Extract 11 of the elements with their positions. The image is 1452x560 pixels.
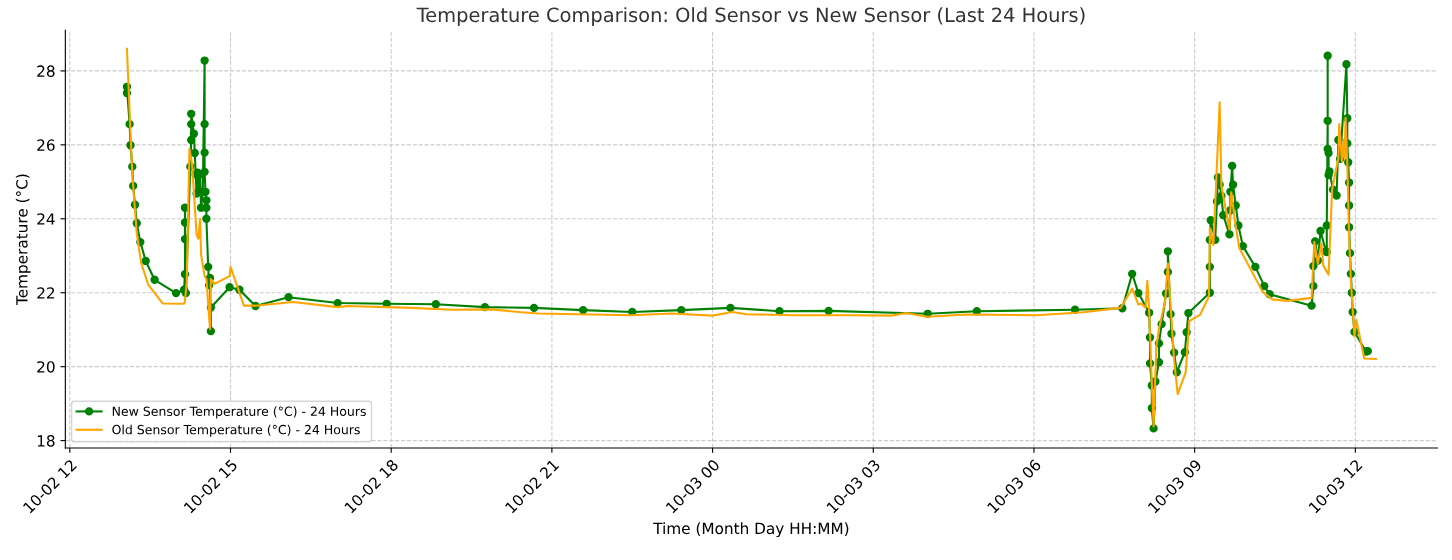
y-tick-label: 22 xyxy=(37,287,55,299)
legend-label: Old Sensor Temperature (°C) - 24 Hours xyxy=(112,424,360,437)
y-tick-label: 28 xyxy=(37,65,55,77)
y-tick-label: 18 xyxy=(37,435,55,447)
chart-title: Temperature Comparison: Old Sensor vs New Sensor (Last 24 Hours) xyxy=(416,7,1085,26)
y-tick-label: 20 xyxy=(37,361,55,373)
x-axis-title: Time (Month Day HH:MM) xyxy=(653,522,849,538)
legend-label: New Sensor Temperature (°C) - 24 Hours xyxy=(112,406,366,419)
y-axis-title: Temperature (°C) xyxy=(15,174,31,306)
y-tick-label: 26 xyxy=(37,139,55,151)
y-tick-label: 24 xyxy=(37,213,55,225)
